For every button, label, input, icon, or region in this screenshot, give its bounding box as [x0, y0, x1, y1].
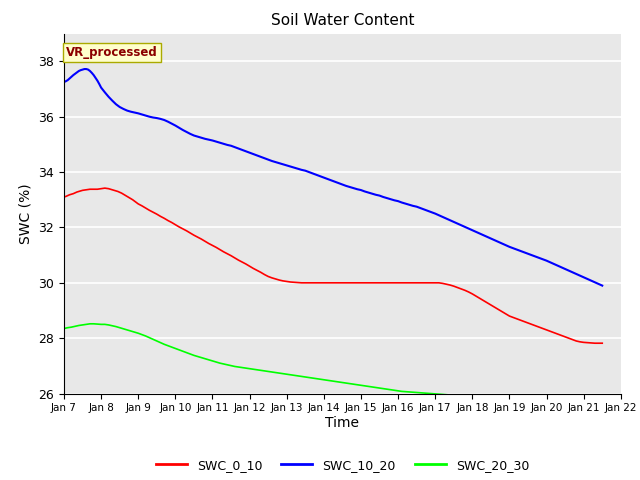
Y-axis label: SWC (%): SWC (%) [19, 183, 33, 244]
Text: VR_processed: VR_processed [66, 46, 157, 59]
Legend: SWC_0_10, SWC_10_20, SWC_20_30: SWC_0_10, SWC_10_20, SWC_20_30 [150, 454, 534, 477]
Title: Soil Water Content: Soil Water Content [271, 13, 414, 28]
X-axis label: Time: Time [325, 416, 360, 430]
